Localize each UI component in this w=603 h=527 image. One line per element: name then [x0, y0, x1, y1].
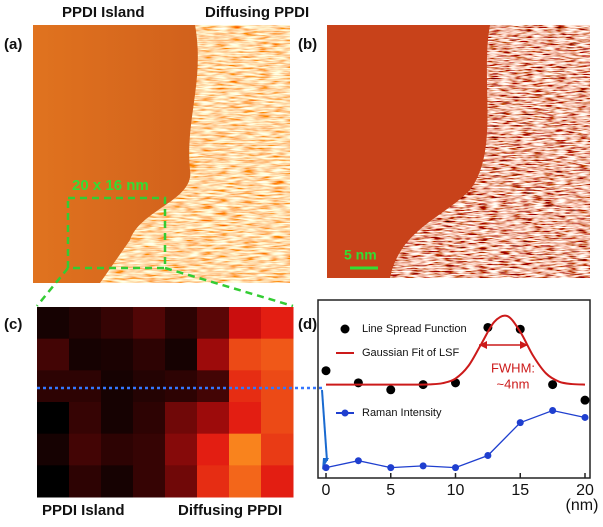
data-point [452, 464, 459, 472]
heatmap-cell [229, 338, 262, 371]
heatmap-cell [37, 465, 70, 498]
data-point [387, 464, 395, 472]
region-box [66, 196, 167, 270]
heatmap-cell [69, 433, 102, 466]
heatmap-cell [37, 338, 70, 371]
annotation: FWHM: [491, 360, 535, 375]
heatmap-cell [197, 433, 230, 466]
heatmap-cell [229, 307, 262, 340]
legend-label: Line Spread Function [362, 323, 467, 335]
data-point [516, 419, 524, 427]
heatmap-cell [197, 465, 230, 498]
heatmap-cell [261, 465, 294, 498]
heatmap-cell [261, 402, 294, 435]
data-point [581, 413, 589, 421]
heatmap-cell [37, 433, 70, 466]
heatmap-cell [69, 307, 102, 340]
x-tick-label: 15 [511, 482, 529, 499]
region-label: 20 x 16 nm [72, 177, 149, 194]
x-tick-label: 5 [386, 482, 395, 499]
heatmap-cell [37, 370, 70, 403]
heatmap-cell [197, 402, 230, 435]
heatmap-cell [229, 370, 262, 403]
heatmap-cell [133, 402, 166, 435]
heatmap-cell [165, 338, 198, 371]
heatmap-cell [197, 307, 230, 340]
heatmap-cell [261, 338, 294, 371]
data-point [549, 407, 557, 415]
heatmap-cell [69, 370, 102, 403]
panel-a-right-title: Diffusing PPDI [205, 4, 309, 21]
heatmap-cell [261, 433, 294, 466]
panel-b-label: (b) [298, 36, 317, 53]
panel-a-label: (a) [4, 36, 22, 53]
heatmap-cell [165, 370, 198, 403]
panel-a-left-title: PPDI Island [62, 4, 145, 21]
data-point [354, 457, 362, 465]
legend-label: Raman Intensity [362, 407, 442, 419]
scale-bar-label: 5 nm [344, 247, 377, 263]
heatmap-cell [229, 465, 262, 498]
data-point [386, 385, 396, 395]
x-tick-label: 0 [322, 482, 331, 499]
heatmap-cell [133, 370, 166, 403]
heatmap-cell [197, 338, 230, 371]
heatmap-cell [133, 338, 166, 371]
heatmap-cell [101, 465, 134, 498]
heatmap-cell [101, 307, 134, 340]
heatmap-cell [229, 402, 262, 435]
series-line [325, 314, 586, 386]
panel-c-label: (c) [4, 316, 22, 333]
heatmap-cell [37, 402, 70, 435]
data-point [321, 366, 331, 376]
data-point [580, 395, 590, 405]
panel-c-left-title: PPDI Island [42, 502, 125, 519]
heatmap-cell [69, 338, 102, 371]
heatmap-cell [101, 338, 134, 371]
data-point [322, 464, 330, 472]
x-tick-label: 10 [447, 482, 465, 499]
plot-frame [317, 299, 591, 479]
data-point [484, 452, 492, 460]
heatmap [37, 307, 294, 498]
panel-c-right-title: Diffusing PPDI [178, 502, 282, 519]
zoom-line [36, 267, 69, 307]
heatmap-cell [165, 402, 198, 435]
legend-label: Gaussian Fit of LSF [362, 347, 459, 359]
heatmap-cell [165, 433, 198, 466]
heatmap-cell [197, 370, 230, 403]
heatmap-cell [261, 307, 294, 340]
data-point [353, 378, 363, 388]
legend-swatch [341, 409, 349, 417]
heatmap-cell [101, 370, 134, 403]
legend-swatch [340, 324, 350, 334]
annotation: ~4nm [497, 376, 530, 391]
x-unit: (nm) [566, 497, 599, 514]
heatmap-cell [101, 433, 134, 466]
heatmap-cell [37, 307, 70, 340]
profile-arrow [321, 389, 328, 462]
heatmap-cell [261, 370, 294, 403]
heatmap-cell [133, 465, 166, 498]
panel-d-label: (d) [298, 316, 317, 333]
heatmap-cell [165, 465, 198, 498]
heatmap-cell [165, 307, 198, 340]
heatmap-cell [133, 433, 166, 466]
data-point [548, 380, 558, 390]
x-tick-label: 20 [576, 482, 594, 499]
series-line [325, 409, 586, 469]
data-point [419, 462, 427, 470]
heatmap-cell [101, 402, 134, 435]
zoom-line [164, 266, 294, 308]
heatmap-cell [69, 465, 102, 498]
heatmap-cell [229, 433, 262, 466]
heatmap-cell [69, 402, 102, 435]
heatmap-cell [133, 307, 166, 340]
